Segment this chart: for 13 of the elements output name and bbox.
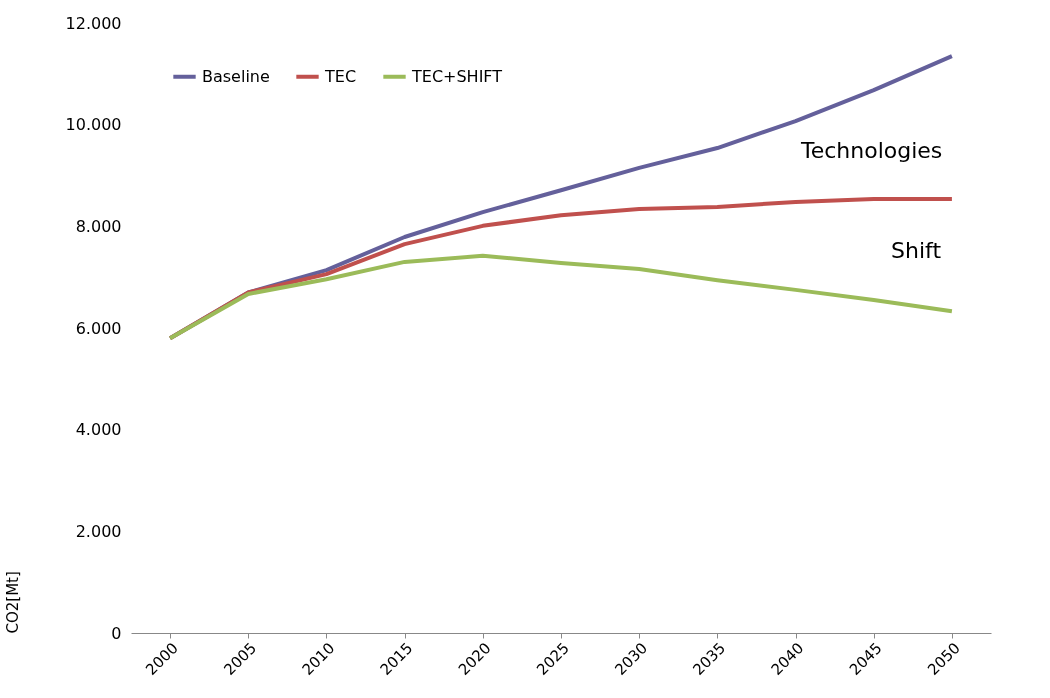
y-tick-label: 2.000 <box>75 521 122 541</box>
y-tick-label: 8.000 <box>75 216 122 236</box>
legend-label: TEC+SHIFT <box>411 66 503 86</box>
legend-label: TEC <box>324 66 357 86</box>
y-axis-title: CO2[Mt] <box>3 571 22 634</box>
y-tick-label: 6.000 <box>75 318 122 338</box>
y-tick-label: 12.000 <box>65 13 122 33</box>
legend-label: Baseline <box>202 66 270 86</box>
y-tick-label: 0 <box>111 623 122 643</box>
annotation: Shift <box>891 238 942 263</box>
annotation: Technologies <box>800 138 943 163</box>
y-tick-label: 10.000 <box>65 115 122 135</box>
y-tick-label: 4.000 <box>75 420 122 440</box>
